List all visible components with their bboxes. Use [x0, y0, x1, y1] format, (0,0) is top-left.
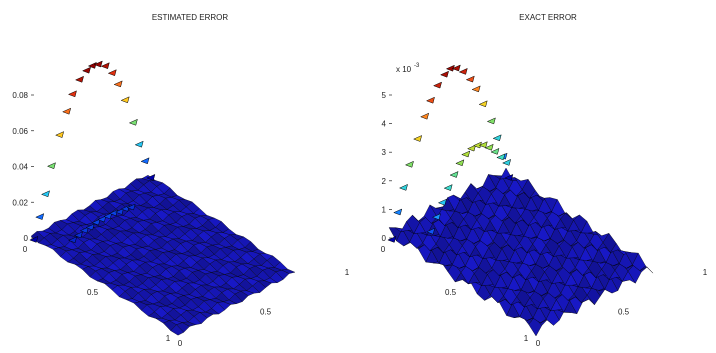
z-tick-label: 0.02: [12, 198, 28, 207]
z-tick-label: 2: [382, 177, 387, 186]
boundary-marker: [67, 90, 77, 98]
surface-face: [639, 265, 654, 274]
boundary-marker: [413, 135, 423, 142]
boundary-marker: [420, 112, 430, 120]
interior-marker: [120, 204, 130, 212]
boundary-marker: [113, 80, 123, 88]
z-tick-label: 4: [382, 120, 387, 129]
boundary-marker: [40, 190, 50, 198]
y-tick-label: 0.5: [87, 288, 99, 297]
boundary-marker: [404, 160, 414, 168]
x-tick-label: 1: [345, 268, 350, 277]
interior-marker: [68, 236, 78, 244]
interior-marker: [437, 198, 447, 206]
boundary-marker: [128, 118, 138, 126]
boundary-marker: [393, 208, 403, 216]
boundary-marker: [46, 162, 56, 170]
boundary-marker: [74, 75, 84, 83]
x-tick-label: 1: [703, 268, 708, 277]
boundary-marker: [458, 67, 468, 75]
boundary-marker: [398, 183, 408, 191]
interior-marker: [97, 215, 107, 223]
boundary-marker: [120, 96, 130, 104]
boundary-marker: [35, 213, 45, 220]
boundary-marker: [55, 131, 65, 138]
surface-mesh: [388, 167, 654, 337]
z-tick-label: 0: [24, 234, 29, 243]
boundary-marker: [62, 107, 72, 115]
interior-marker: [461, 150, 471, 158]
interior-marker: [484, 143, 494, 151]
interior-marker: [73, 231, 83, 239]
chart-title: ESTIMATED ERROR: [152, 13, 229, 22]
z-tick-label: 3: [382, 148, 387, 157]
x-tick-label: 0: [178, 339, 183, 348]
z-tick-label: 1: [382, 205, 387, 214]
z-tick-label: 0.04: [12, 163, 28, 172]
interior-marker: [85, 223, 95, 231]
boundary-marker: [465, 75, 475, 83]
boundary-marker: [486, 117, 496, 125]
interior-marker: [91, 218, 101, 226]
estimated-error-panel: ESTIMATED ERROR 0 0.02 0.04 0.06 0.08 0 0.5 1 0 0.…: [12, 13, 350, 348]
x-tick-label: 0: [536, 339, 541, 348]
boundary-marker: [504, 173, 514, 181]
boundary-marker: [29, 235, 39, 243]
surface-face: [281, 268, 296, 274]
z-exponent-power: -3: [414, 63, 420, 69]
y-tick-label: 1: [524, 334, 529, 343]
surface-mesh: [30, 174, 296, 336]
interior-marker: [114, 208, 124, 215]
boundary-marker: [471, 85, 481, 93]
exact-error-panel: EXACT ERROR x 10 -3 0 1 2 3 4 5 0 0.5 1 0 0.5 1: [358, 0, 716, 353]
boundary-marker: [107, 69, 117, 77]
interior-marker: [79, 226, 89, 234]
z-tick-label: 0.08: [12, 91, 28, 100]
interior-marker: [496, 153, 506, 161]
boundary-marker: [146, 173, 156, 181]
z-tick-label: 0.06: [12, 127, 28, 136]
interior-marker: [490, 147, 500, 155]
z-tick-label: 5: [382, 91, 387, 100]
y-tick-label: 1: [166, 334, 171, 343]
interior-marker: [426, 227, 436, 235]
y-tick-label: 0: [23, 245, 28, 254]
interior-marker: [449, 171, 459, 178]
interior-marker: [431, 213, 441, 221]
boundary-marker: [81, 66, 91, 74]
z-exponent-label: x 10: [396, 65, 412, 74]
y-tick-label: 0: [381, 245, 386, 254]
interior-marker: [455, 159, 465, 167]
boundary-marker: [425, 96, 435, 104]
boundary-marker: [451, 64, 461, 72]
interior-marker: [443, 184, 453, 191]
boundary-marker: [134, 140, 144, 148]
interior-marker: [126, 203, 136, 211]
estimated-error-chart: ESTIMATED ERROR00.020.040.060.0800.5100.…: [12, 13, 350, 348]
y-tick-label: 0.5: [445, 288, 457, 297]
z-tick-label: 0: [382, 234, 387, 243]
x-tick-label: 0.5: [618, 308, 630, 317]
x-tick-label: 0.5: [260, 308, 272, 317]
interior-marker: [502, 158, 512, 166]
boundary-marker: [93, 60, 103, 68]
interior-marker: [103, 212, 113, 220]
boundary-marker: [439, 70, 449, 78]
boundary-marker: [432, 81, 442, 89]
boundary-marker: [87, 61, 97, 69]
interior-marker: [466, 144, 476, 152]
boundary-marker: [387, 235, 397, 243]
chart-title: EXACT ERROR: [519, 13, 577, 22]
interior-marker: [478, 141, 488, 149]
boundary-marker: [100, 62, 110, 70]
boundary-marker: [478, 100, 488, 108]
boundary-marker: [492, 134, 502, 142]
boundary-marker: [140, 157, 150, 165]
